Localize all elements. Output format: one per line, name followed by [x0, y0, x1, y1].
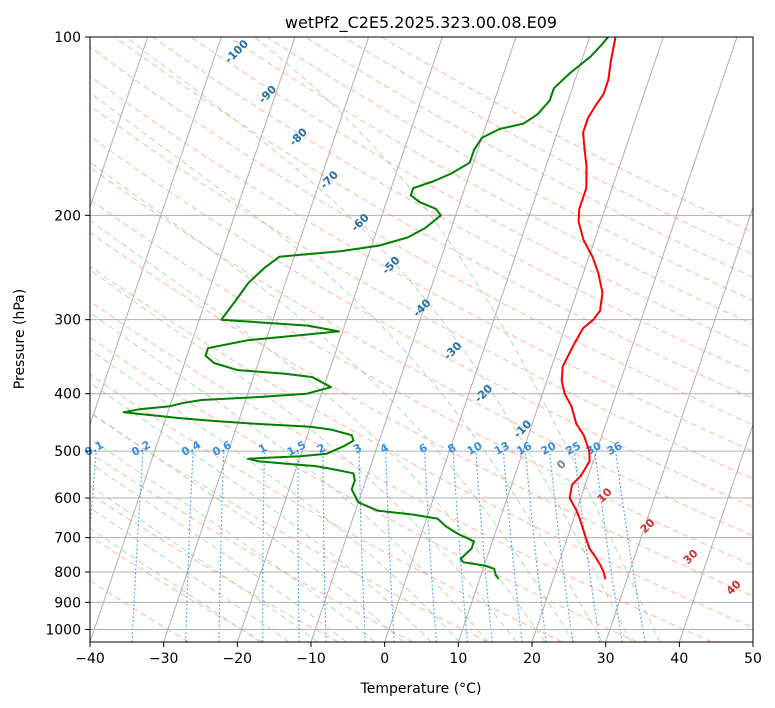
y-tick-label: 100: [54, 30, 81, 46]
mixing-ratio-line: [475, 451, 493, 642]
dry-adiabat-line: [90, 231, 753, 597]
x-tick-label: −30: [149, 651, 179, 667]
x-tick-label: 30: [597, 651, 615, 667]
isotherm-line: [457, 37, 664, 642]
isotherm-line: [90, 37, 296, 642]
chart-title: wetPf2_C2E5.2025.323.00.08.E09: [285, 13, 557, 33]
mixing-ratio-line: [502, 451, 523, 642]
x-tick-label: 0: [380, 651, 389, 667]
y-axis-label: Pressure (hPa): [12, 289, 28, 389]
axes: −40 −30 −20 −10 0 10 20 30 40 50 100 200 300 400 500 60…: [45, 30, 762, 667]
dry-adiabat-line: [152, 37, 753, 374]
mixing-ratio-line: [594, 451, 623, 642]
moist-adiabat-line: [125, 37, 632, 642]
moist-adiabat-line: [90, 269, 517, 642]
x-tick-label: −40: [75, 651, 105, 667]
dry-adiabat-line: [90, 75, 753, 453]
x-tick-label: 40: [670, 651, 688, 667]
isotherm-line: [605, 205, 753, 642]
y-tick-label: 400: [54, 387, 81, 403]
x-tick-label: 20: [523, 651, 541, 667]
series-layer: [122, 37, 617, 580]
x-tick-label: −10: [296, 651, 326, 667]
dry-adiabat-line: [266, 37, 753, 302]
temperature-profile-line: [560, 37, 617, 580]
mixing-ratio-label: 20: [539, 439, 559, 458]
isotherm-line: [90, 37, 149, 209]
isotherm-line: [384, 37, 591, 642]
moist-adiabat-line: [90, 92, 603, 642]
dry-adiabat-line: [90, 336, 638, 642]
moist-adiabat-line: [90, 349, 461, 642]
dry-adiabat-line: [90, 493, 339, 642]
y-tick-label: 1000: [45, 622, 81, 638]
dry-adiabat-line: [90, 265, 753, 629]
mixing-ratio-label: 25: [563, 439, 583, 458]
isotherm-line: [90, 37, 222, 427]
dewpoint-profile-line: [122, 37, 610, 580]
moist-adiabat-line: [90, 311, 489, 642]
isotherm-line: [531, 37, 738, 642]
y-tick-label: 700: [54, 531, 81, 547]
y-tick-label: 900: [54, 595, 81, 611]
mixing-ratio-line: [615, 451, 646, 642]
dry-adiabat-line: [90, 105, 753, 480]
mixing-ratio-label: 10: [465, 439, 485, 458]
plot-frame: [89, 36, 754, 643]
x-axis-label: Temperature (°C): [360, 681, 482, 697]
moist-adiabat-line: [254, 37, 661, 642]
mixing-ratio-label: 16: [514, 439, 534, 458]
mixing-ratio-line: [573, 451, 601, 642]
mixing-ratio-line: [524, 451, 547, 642]
dry-adiabat-line: [90, 374, 563, 642]
isotherm-line: [236, 37, 443, 642]
y-tick-label: 800: [54, 565, 81, 581]
isotherm-line: [678, 423, 753, 642]
moist-adiabat-line: [90, 382, 432, 642]
dry-adiabat-line: [90, 46, 753, 426]
y-tick-label: 500: [54, 444, 81, 460]
background-lines: [90, 37, 753, 642]
x-tick-label: 50: [744, 651, 762, 667]
x-tick-label: 10: [449, 651, 467, 667]
dry-adiabat-line: [190, 37, 753, 350]
y-tick-label: 600: [54, 491, 81, 507]
moist-adiabat-line: [90, 485, 319, 642]
mixing-ratio-label: 36: [605, 439, 625, 458]
x-tick-label: −20: [223, 651, 253, 667]
moist-adiabat-line: [90, 411, 404, 642]
moist-adiabat-line: [90, 507, 290, 642]
y-tick-label: 300: [54, 313, 81, 329]
mixing-ratio-label: 13: [492, 439, 512, 458]
moist-adiabat-line: [90, 219, 546, 642]
dry-adiabat-line: [114, 37, 753, 400]
dry-adiabat-line: [90, 535, 264, 642]
moist-adiabat-line: [90, 437, 376, 642]
moist-adiabat-line: [90, 527, 261, 642]
moist-adiabat-line: [90, 462, 347, 642]
mixing-ratio-line: [452, 451, 469, 642]
y-tick-label: 200: [54, 208, 81, 224]
dry-adiabat-line: [228, 37, 753, 325]
mixing-ratio-line: [549, 451, 574, 642]
dry-adiabat-line: [90, 300, 712, 642]
isotherm-line: [163, 37, 370, 642]
